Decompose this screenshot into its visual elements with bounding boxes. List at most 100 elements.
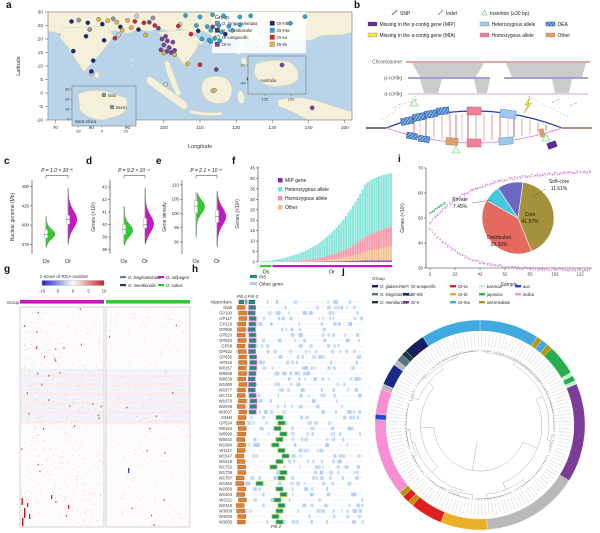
other-gene-box (298, 382, 301, 387)
legend-swatch (479, 293, 485, 296)
bar-segment (387, 173, 390, 228)
map-point (214, 67, 219, 72)
other-gene-box (293, 300, 298, 304)
curve-dot (584, 170, 586, 172)
bar-segment (347, 212, 350, 249)
f-ylabel: Genes (×10³) (235, 199, 241, 229)
curve-dot (553, 173, 556, 175)
other-gene-box (355, 360, 358, 365)
curve-dot (430, 211, 433, 213)
other-gene-box (303, 371, 307, 376)
other-gene-box (298, 404, 301, 409)
other-gene-box (316, 509, 318, 513)
other-gene-box (294, 371, 298, 376)
other-gene-box (346, 509, 349, 513)
other-gene-box (255, 344, 258, 348)
legend-label: Or-IIIa (458, 300, 471, 305)
map-point (150, 15, 156, 21)
map-point (96, 17, 101, 22)
other-gene-box (310, 366, 314, 370)
other-gene-box (267, 311, 272, 315)
curve-dot (584, 269, 587, 272)
curve-dot (470, 189, 472, 192)
curve-dot (574, 270, 576, 272)
other-gene-box (300, 415, 304, 420)
bar-segment (342, 250, 345, 258)
other-gene-box (297, 371, 301, 376)
curve-dot (534, 175, 536, 177)
other-gene-box (351, 366, 356, 370)
other-gene-box (259, 410, 261, 414)
tick-label: 125 (262, 97, 269, 102)
bar-segment (290, 255, 293, 261)
bar-segment (335, 227, 338, 254)
stacked-bar-panel: 0 5 10 15 20 25 30 35 40 45 Os Or MIP gene Heterozygo… (235, 166, 393, 276)
map-point (237, 14, 243, 20)
legend-label: Or-IIIb (411, 292, 424, 297)
legend-swatch (403, 293, 409, 296)
legend-label: indica (523, 292, 535, 297)
pi5-gene-box (238, 365, 247, 371)
other-gene-box (312, 459, 315, 464)
other-gene-box (346, 305, 349, 310)
other-gene-box (332, 388, 335, 392)
bar-segment (373, 249, 376, 261)
pi5-gene-box (248, 393, 257, 398)
legend-swatch (372, 301, 378, 304)
other-gene-box (267, 432, 270, 436)
tick-label: 80 (89, 125, 95, 131)
map-point (163, 34, 168, 39)
bar-segment (375, 249, 378, 261)
other-gene-box (289, 371, 293, 376)
pie-slice (481, 199, 533, 255)
other-gene-box (291, 437, 295, 442)
other-gene-box (287, 388, 290, 392)
other-gene-box (298, 322, 300, 326)
bar-segment (356, 242, 359, 255)
other-gene-box (275, 311, 279, 315)
other-gene-box (309, 492, 314, 497)
bar-segment (352, 260, 355, 262)
bar-segment (278, 258, 281, 262)
curve-dot (433, 234, 436, 236)
curve-dot (536, 174, 538, 176)
curve-dot (481, 186, 483, 189)
other-gene-box (248, 509, 252, 513)
map-point (194, 23, 199, 28)
bar-segment (330, 259, 333, 262)
bar-segment (361, 260, 364, 262)
other-gene-box (294, 338, 296, 343)
legend-label: O. meridionalis (222, 28, 253, 33)
other-gene-box (277, 338, 282, 343)
curve-dot (557, 269, 559, 271)
other-gene-box (264, 410, 268, 414)
other-gene-box (341, 305, 344, 310)
bar-segment (300, 252, 303, 261)
bar-segment (316, 260, 319, 262)
other-gene-box (335, 410, 337, 414)
curve-dot (441, 209, 443, 211)
tick-label: 0 (253, 260, 256, 265)
bar-segment (382, 174, 385, 230)
tick-label: 20 (250, 218, 255, 223)
tick-label: 140 (305, 125, 313, 131)
curve-dot (514, 266, 516, 268)
other-gene-box (357, 514, 362, 519)
curve-dot (561, 172, 563, 174)
curve-dot (579, 269, 582, 272)
curve-dot (543, 269, 546, 271)
other-gene-box (287, 311, 290, 315)
panel-c-label: c (4, 156, 10, 167)
other-gene-box (316, 448, 319, 453)
tick-label: 42 (478, 272, 483, 277)
glyph-box (538, 128, 546, 138)
curve-dot (554, 171, 557, 174)
inset-wa-benin: Benin (116, 105, 127, 110)
curve-dot (497, 181, 499, 183)
other-gene-box (358, 509, 362, 513)
other-gene-box (348, 322, 353, 326)
bar-segment (326, 256, 329, 260)
other-gene-box (250, 421, 253, 425)
other-gene-box (308, 311, 313, 315)
other-gene-box (296, 382, 300, 387)
